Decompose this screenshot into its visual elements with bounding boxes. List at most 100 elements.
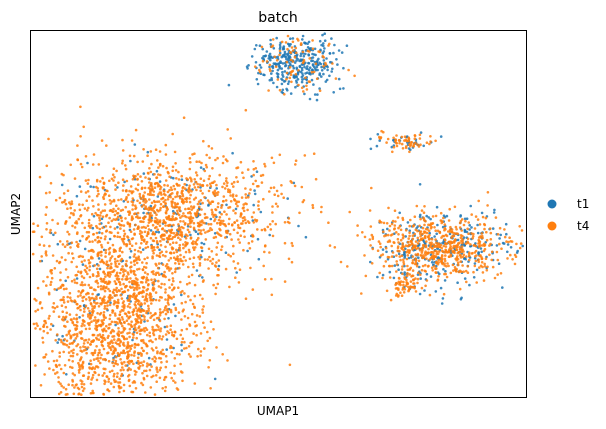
scatter-point-t4: [154, 236, 158, 240]
scatter-point-t4: [445, 242, 449, 246]
scatter-point-t4: [164, 333, 168, 336]
scatter-point-t1: [75, 277, 79, 280]
scatter-point-t4: [169, 324, 173, 328]
scatter-point-t4: [120, 297, 124, 300]
scatter-point-t4: [188, 230, 191, 234]
scatter-point-t4: [115, 204, 118, 207]
scatter-point-t4: [80, 324, 83, 328]
scatter-point-t4: [436, 245, 439, 249]
scatter-point-t4: [134, 187, 138, 191]
scatter-point-t4: [118, 344, 122, 348]
scatter-point-t1: [295, 75, 299, 79]
scatter-point-t4: [202, 179, 206, 182]
scatter-point-t4: [114, 260, 117, 264]
scatter-point-t4: [184, 207, 187, 211]
scatter-point-t4: [485, 268, 489, 272]
scatter-point-t4: [90, 367, 94, 371]
scatter-point-t4: [153, 204, 157, 207]
scatter-point-t4: [159, 243, 163, 247]
scatter-point-t4: [172, 184, 175, 188]
scatter-point-t4: [290, 46, 294, 49]
scatter-point-t4: [65, 220, 68, 223]
scatter-point-t4: [176, 388, 180, 391]
scatter-point-t4: [207, 177, 211, 181]
scatter-point-t1: [155, 169, 159, 173]
scatter-point-t4: [143, 186, 147, 190]
scatter-point-t4: [157, 285, 161, 288]
scatter-point-t1: [61, 334, 64, 338]
scatter-point-t1: [114, 323, 117, 327]
scatter-point-t4: [413, 215, 417, 218]
scatter-point-t1: [292, 66, 296, 70]
scatter-point-t4: [66, 240, 69, 243]
scatter-point-t4: [103, 379, 106, 383]
scatter-point-t4: [128, 335, 131, 339]
scatter-point-t4: [490, 258, 494, 262]
scatter-point-t4: [155, 366, 158, 370]
scatter-point-t4: [200, 208, 203, 211]
scatter-point-t4: [124, 167, 128, 171]
scatter-point-t4: [248, 247, 252, 250]
scatter-point-t4: [163, 308, 166, 312]
scatter-point-t4: [73, 373, 76, 377]
scatter-point-t4: [199, 189, 202, 192]
scatter-point-t1: [340, 51, 344, 54]
scatter-point-t4: [92, 339, 95, 342]
scatter-point-t4: [398, 249, 401, 253]
scatter-point-t4: [99, 180, 102, 183]
scatter-point-t4: [250, 240, 254, 243]
scatter-point-t1: [295, 81, 299, 84]
scatter-point-t4: [483, 265, 487, 268]
scatter-point-t4: [78, 305, 82, 308]
scatter-point-t4: [45, 325, 49, 329]
scatter-point-t4: [79, 254, 82, 258]
scatter-point-t4: [262, 197, 265, 201]
scatter-point-t4: [64, 325, 67, 328]
scatter-point-t4: [111, 311, 114, 314]
scatter-point-t4: [414, 240, 418, 243]
scatter-point-t4: [85, 230, 89, 234]
scatter-point-t1: [202, 242, 206, 246]
scatter-point-t4: [51, 305, 55, 309]
scatter-point-t4: [130, 190, 133, 193]
scatter-point-t4: [287, 217, 291, 220]
scatter-point-t4: [423, 205, 426, 208]
scatter-point-t1: [404, 235, 408, 238]
scatter-point-t1: [477, 251, 481, 254]
scatter-point-t4: [221, 185, 224, 189]
scatter-point-t1: [284, 64, 287, 68]
scatter-point-t4: [102, 280, 105, 283]
scatter-point-t4: [131, 286, 135, 289]
scatter-point-t4: [179, 230, 182, 234]
scatter-point-t4: [47, 292, 51, 296]
scatter-point-t4: [181, 371, 184, 374]
scatter-point-t4: [160, 337, 164, 341]
scatter-point-t4: [64, 222, 67, 225]
scatter-point-t4: [212, 191, 216, 195]
scatter-point-t4: [221, 161, 225, 165]
scatter-point-t4: [58, 196, 62, 200]
scatter-point-t4: [397, 226, 400, 230]
scatter-point-t4: [185, 215, 188, 219]
scatter-point-t4: [91, 353, 95, 357]
scatter-point-t1: [288, 55, 291, 58]
scatter-point-t1: [335, 58, 338, 61]
scatter-point-t4: [178, 249, 182, 252]
scatter-point-t4: [483, 227, 486, 231]
scatter-point-t4: [457, 263, 460, 267]
scatter-point-t1: [275, 36, 279, 40]
scatter-point-t1: [199, 202, 202, 206]
scatter-point-t4: [216, 156, 219, 160]
scatter-point-t4: [140, 354, 143, 357]
scatter-point-t1: [423, 240, 426, 244]
scatter-point-t4: [84, 304, 88, 308]
scatter-point-t4: [178, 353, 181, 356]
scatter-point-t4: [244, 108, 248, 112]
scatter-point-t4: [149, 299, 152, 302]
scatter-point-t1: [369, 260, 372, 264]
scatter-point-t4: [161, 164, 165, 168]
scatter-point-t4: [419, 273, 422, 277]
scatter-point-t1: [369, 137, 372, 141]
scatter-point-t4: [188, 200, 192, 204]
scatter-point-t4: [222, 219, 225, 223]
